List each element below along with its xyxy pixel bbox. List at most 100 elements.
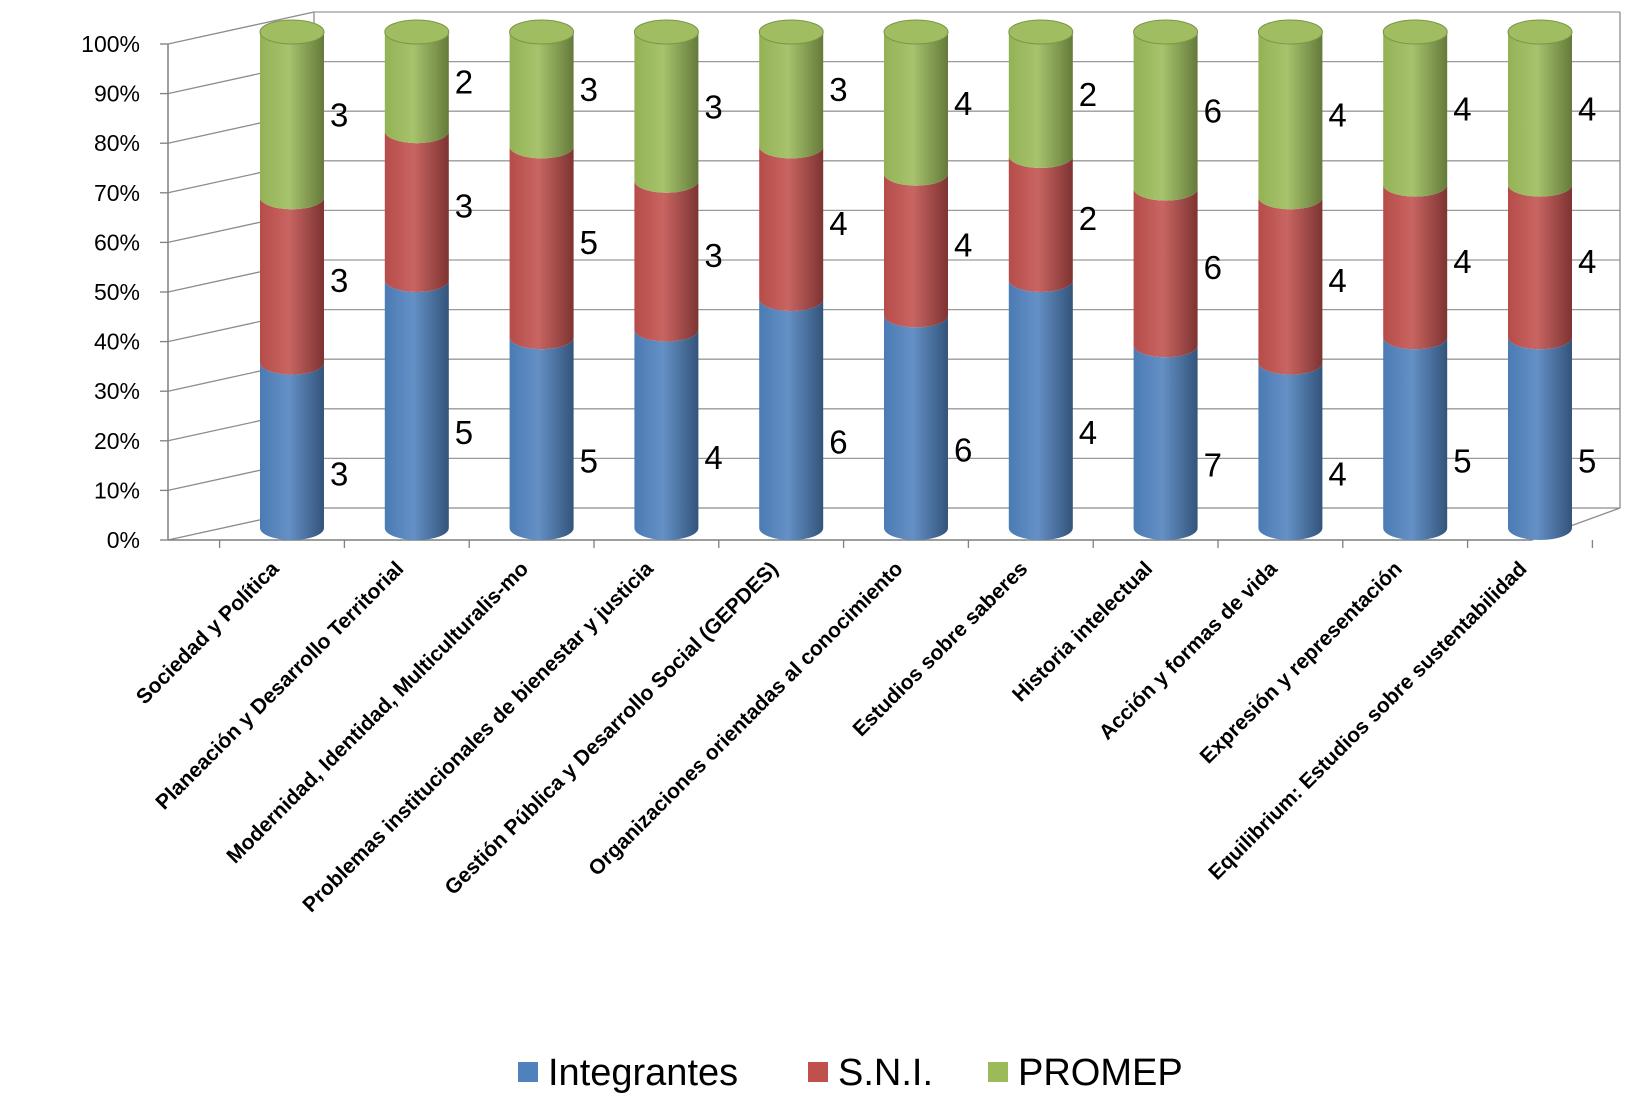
bar-top-cap <box>1008 19 1074 45</box>
y-tick-label: 80% <box>94 130 140 156</box>
data-labels: 3 3 3 5 3 2 5 5 3 4 3 3 6 4 3 6 4 4 4 2 2 7 6 6 4 4 4 5 4 4 5 4 4 <box>330 64 1596 493</box>
data-label: 3 <box>704 88 722 125</box>
bar-segment-s-n-i <box>384 131 449 292</box>
bar-top-cap <box>758 19 824 45</box>
bar-segment-s-n-i <box>884 173 948 328</box>
data-label: 4 <box>1578 90 1596 127</box>
bar-segment-promep <box>1383 32 1448 197</box>
bar-top-cap <box>1257 19 1323 45</box>
gridline-diagonal <box>167 11 315 45</box>
bar-historia-intelectual <box>1133 19 1199 540</box>
y-tick-label: 60% <box>94 229 140 255</box>
bar-segment-promep <box>1508 32 1572 197</box>
x-tick-label: Sociedad y Política <box>132 557 284 709</box>
legend-label: PROMEP <box>1018 1052 1183 1094</box>
data-label: 4 <box>704 439 722 476</box>
data-label: 4 <box>1453 90 1471 127</box>
data-label: 3 <box>580 71 598 108</box>
y-tick-label: 100% <box>81 31 140 57</box>
y-tick-label: 70% <box>94 180 140 206</box>
bar-segment-integrantes <box>1133 345 1198 540</box>
data-label: 4 <box>1453 243 1471 280</box>
data-label: 3 <box>455 188 473 225</box>
bar-segment-promep <box>260 32 324 210</box>
data-label: 4 <box>954 227 972 264</box>
bar-equilibrium-estudios-sobre-sustentabilidad <box>1507 19 1573 540</box>
bar-segment-promep <box>509 32 574 159</box>
y-tick-label: 0% <box>107 527 140 553</box>
bar-segment-s-n-i <box>759 146 824 312</box>
y-tick-label: 90% <box>94 81 140 107</box>
bar-top-cap <box>633 19 699 45</box>
bar-segment-integrantes <box>260 362 324 540</box>
data-label: 5 <box>1578 443 1596 480</box>
bar-top-cap <box>509 19 575 45</box>
data-label: 4 <box>954 85 972 122</box>
legend-item-s-n-i: S.N.I. <box>808 1052 933 1094</box>
bar-top-cap <box>384 19 450 45</box>
data-label: 6 <box>829 424 847 461</box>
bar-segment-integrantes <box>1383 337 1448 540</box>
data-label: 3 <box>829 71 847 108</box>
bar-estudios-sobre-saberes <box>1008 19 1074 540</box>
bar-segment-promep <box>759 32 824 159</box>
bar-problemas-institucionales-de-bienestar-y-justicia <box>633 19 699 540</box>
data-label: 3 <box>330 97 348 134</box>
bar-modernidad-identidad-multiculturalis-mo <box>509 19 575 540</box>
bar-segment-integrantes <box>884 315 948 540</box>
data-label: 2 <box>1079 76 1097 113</box>
bars <box>259 19 1573 540</box>
bar-segment-integrantes <box>634 329 699 540</box>
data-label: 7 <box>1204 447 1222 484</box>
legend-label: S.N.I. <box>838 1052 933 1094</box>
legend-swatch <box>518 1062 538 1082</box>
legend-swatch <box>988 1062 1008 1082</box>
data-label: 6 <box>954 432 972 469</box>
bar-segment-s-n-i <box>1258 197 1323 375</box>
bar-segment-s-n-i <box>634 180 699 342</box>
data-label: 3 <box>704 237 722 274</box>
bar-segment-s-n-i <box>1008 156 1073 292</box>
bar-accion-y-formas-de-vida <box>1257 19 1323 540</box>
legend-item-promep: PROMEP <box>988 1052 1183 1094</box>
legend-item-integrantes: Integrantes <box>518 1052 738 1094</box>
x-tick-label: Expresión y representación <box>1196 557 1407 768</box>
data-label: 3 <box>330 455 348 492</box>
bar-segment-promep <box>384 32 449 144</box>
legend: Integrantes S.N.I. PROMEP <box>518 1052 1183 1094</box>
bar-segment-s-n-i <box>1508 184 1572 350</box>
bar-segment-promep <box>1133 32 1198 201</box>
data-label: 4 <box>1328 262 1346 299</box>
data-label: 4 <box>1578 243 1596 280</box>
bar-segment-promep <box>1258 32 1323 210</box>
data-label: 6 <box>1204 249 1222 286</box>
bar-segment-integrantes <box>1258 362 1323 540</box>
bar-top-cap <box>883 19 949 45</box>
y-tick-label: 20% <box>94 428 140 454</box>
bar-segment-integrantes <box>759 299 824 540</box>
data-label: 5 <box>580 443 598 480</box>
data-label: 5 <box>455 414 473 451</box>
bar-top-cap <box>1507 19 1573 45</box>
bar-segment-integrantes <box>509 337 574 540</box>
data-label: 3 <box>330 262 348 299</box>
bar-organizaciones-orientadas-al-conocimiento <box>883 19 949 540</box>
x-tick-label: Historia intelectual <box>1008 557 1157 706</box>
data-label: 4 <box>1079 414 1097 451</box>
data-label: 2 <box>1079 200 1097 237</box>
data-label: 4 <box>1328 97 1346 134</box>
data-label: 2 <box>455 64 473 101</box>
y-tick-label: 10% <box>94 477 140 503</box>
bar-sociedad-y-politica <box>259 19 325 540</box>
bar-top-cap <box>1382 19 1448 45</box>
bar-segment-integrantes <box>1508 337 1572 540</box>
bar-top-cap <box>259 19 325 45</box>
data-label: 5 <box>1453 443 1471 480</box>
bar-planeacion-y-desarrollo-territorial <box>384 19 450 540</box>
bar-segment-s-n-i <box>260 197 324 375</box>
bar-top-cap <box>1133 19 1199 45</box>
data-label: 5 <box>580 224 598 261</box>
y-tick-label: 30% <box>94 378 140 404</box>
